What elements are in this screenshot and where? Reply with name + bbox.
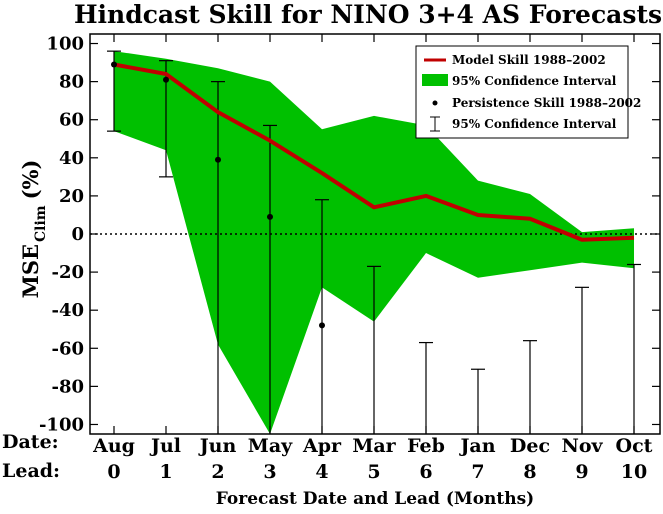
error-bar-mar — [367, 265, 381, 434]
y-tick-label: 20 — [59, 186, 84, 207]
legend-band-swatch — [422, 74, 448, 86]
x-lead-label: 5 — [367, 461, 380, 483]
y-tick-label: -20 — [51, 262, 84, 283]
ylabel-sub: Clim — [33, 205, 49, 242]
x-lead-label: 1 — [159, 461, 172, 483]
persistence-point-jul — [163, 76, 169, 83]
y-tick-label: 40 — [59, 148, 84, 169]
ylabel-main: MSE — [18, 244, 43, 298]
y-tick-label: -80 — [51, 376, 84, 397]
x-category-label: Jun — [198, 435, 237, 457]
chart-title: Hindcast Skill for NINO 3+4 AS Forecasts — [74, 0, 662, 29]
x-category-label: Dec — [510, 435, 550, 457]
x-category-label: Nov — [561, 435, 603, 457]
x-lead-label: 4 — [315, 461, 328, 483]
persistence-point-aug — [111, 61, 117, 68]
persistence-point-may — [267, 213, 273, 220]
persistence-point-jun — [215, 156, 221, 163]
model-skill-line — [113, 62, 635, 242]
x-category-label: Jul — [149, 435, 181, 457]
x-lead-label: 2 — [211, 461, 224, 483]
error-bar-jan — [471, 368, 485, 434]
x-category-labels: Aug Jul Jun May Apr Mar Feb Jan Dec Nov Oct — [92, 435, 653, 457]
error-bar-dec — [523, 340, 537, 434]
error-bar-may — [263, 124, 277, 434]
y-tick-label: -100 — [39, 414, 84, 435]
x-category-label: Oct — [616, 435, 653, 457]
svg-text:MSEClim(%): MSE Clim (%) — [18, 160, 49, 299]
x-category-label: Jan — [458, 435, 495, 457]
x-category-label: Aug — [92, 435, 135, 457]
x-lead-label: 7 — [471, 461, 484, 483]
legend-point-swatch — [432, 100, 438, 106]
error-bar-jun — [211, 81, 225, 434]
y-tick-label: 60 — [59, 110, 84, 131]
plot-area: 100 80 60 40 20 0 -20 -40 -60 -80 -100 — [39, 33, 661, 435]
x-axis-label: Forecast Date and Lead (Months) — [216, 489, 534, 509]
y-tick-label: 80 — [59, 72, 84, 93]
legend-band-ci: 95% Confidence Interval — [452, 74, 617, 88]
x-lead-labels: 0 1 2 3 4 5 6 7 8 9 10 — [107, 461, 647, 483]
x-lead-label: 9 — [575, 461, 588, 483]
x-category-label: Feb — [407, 435, 445, 457]
error-bar-nov — [575, 286, 589, 434]
error-bar-feb — [419, 341, 433, 434]
y-tick-label: -40 — [51, 300, 84, 321]
y-tick-label: -60 — [51, 338, 84, 359]
x-lead-label: 10 — [621, 461, 647, 483]
x-axis-ticks — [113, 34, 635, 434]
x-lead-label: 0 — [107, 461, 120, 483]
row-label-lead: Lead: — [2, 460, 60, 482]
legend-model-skill: Model Skill 1988–2002 — [452, 53, 606, 67]
x-lead-label: 8 — [523, 461, 536, 483]
x-lead-label: 6 — [419, 461, 432, 483]
x-category-label: May — [248, 435, 293, 457]
x-category-label: Mar — [352, 435, 396, 457]
y-tick-label: 0 — [71, 224, 84, 245]
legend-errorbar-swatch — [430, 116, 440, 132]
persistence-point-apr — [319, 322, 325, 329]
persistence-points — [111, 61, 325, 329]
error-bar-apr — [315, 199, 329, 434]
row-label-date: Date: — [2, 431, 59, 453]
y-axis-ticks: 100 80 60 40 20 0 -20 -40 -60 -80 -100 — [39, 34, 660, 435]
confidence-band — [114, 51, 634, 435]
legend: Model Skill 1988–2002 95% Confidence Int… — [415, 45, 641, 139]
legend-box — [415, 45, 629, 139]
error-bar-oct — [627, 263, 641, 434]
legend-errorbar-ci: 95% Confidence Interval — [452, 117, 617, 131]
ylabel-unit: (%) — [18, 160, 43, 200]
x-lead-label: 3 — [263, 461, 276, 483]
y-tick-label: 100 — [46, 34, 84, 55]
legend-persistence-skill: Persistence Skill 1988–2002 — [452, 96, 641, 110]
y-axis-label: MSE Clim (%) — [18, 160, 49, 299]
x-category-label: Apr — [302, 435, 342, 457]
